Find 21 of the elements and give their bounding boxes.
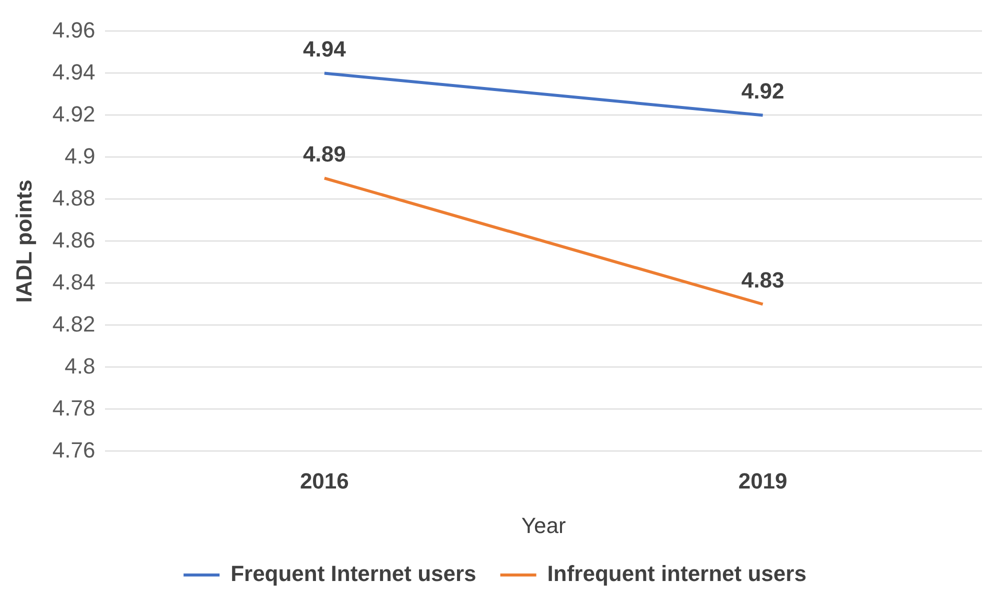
y-tick-label: 4.84 (52, 269, 96, 294)
data-label: 4.89 (303, 141, 346, 166)
y-axis-title: IADL points (11, 180, 36, 303)
y-tick-label: 4.86 (52, 227, 96, 252)
y-tick-label: 4.8 (64, 353, 96, 378)
x-tick-label: 2019 (738, 468, 788, 494)
x-axis-title: Year (521, 512, 566, 538)
x-tick-label: 2016 (300, 468, 349, 494)
y-tick-label: 4.96 (52, 17, 96, 42)
data-label: 4.94 (303, 36, 347, 62)
data-label: 4.83 (741, 267, 784, 292)
y-tick-label: 4.82 (52, 311, 96, 336)
y-tick-label: 4.92 (52, 101, 96, 126)
data-label: 4.92 (741, 78, 784, 104)
y-tick-label: 4.88 (52, 185, 96, 210)
y-tick-label: 4.78 (52, 395, 96, 420)
y-tick-label: 4.94 (52, 59, 96, 84)
y-tick-label: 4.76 (52, 437, 96, 462)
legend-label: Frequent Internet users (230, 561, 476, 586)
y-tick-label: 4.9 (64, 143, 96, 168)
legend-label: Infrequent internet users (547, 561, 806, 586)
